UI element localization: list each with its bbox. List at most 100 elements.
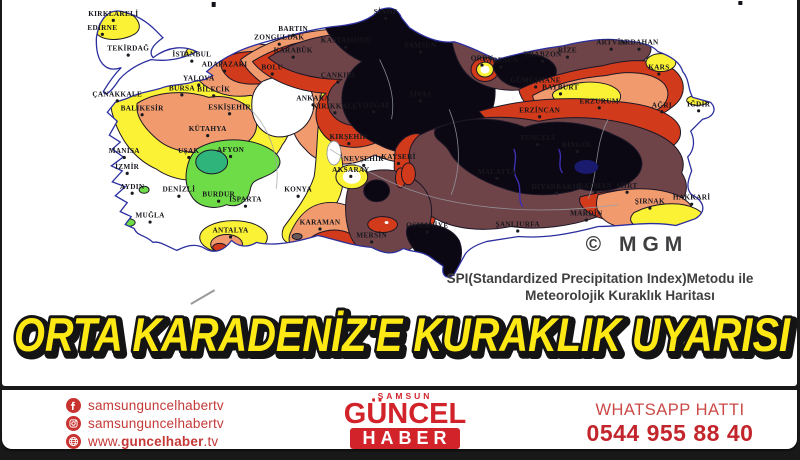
headline-text: ORTA KARADENİZ'E KURAKLIK UYARISI xyxy=(14,308,791,361)
map-subtitle-line2: Meteorolojik Kuraklık Haritası xyxy=(525,288,715,303)
city-dot xyxy=(418,99,422,103)
region-black-hatay xyxy=(405,223,462,278)
region-red-mersin-blob xyxy=(367,216,399,233)
whatsapp-number: 0544 955 88 40 xyxy=(586,420,754,446)
city-label: AYDIN xyxy=(120,183,145,191)
logo-haber-badge: HABER xyxy=(350,428,460,449)
city-dot xyxy=(217,199,221,203)
city-dot xyxy=(575,149,579,154)
instagram-icon xyxy=(66,416,81,431)
city-dot xyxy=(625,190,629,194)
guncel-haber-logo: SAMSUN GÜNCEL HABER xyxy=(338,391,472,449)
map-card: KIRKLARELİ EDİRNE TEKİRDAĞ İSTANBUL ÇANAKKAL… xyxy=(2,0,797,386)
region-black-east xyxy=(433,118,643,196)
city-label: AFYON xyxy=(217,146,245,154)
city-dot xyxy=(212,94,216,98)
region-yellow-kars xyxy=(645,53,677,73)
city-label: ISPARTA xyxy=(229,196,262,204)
turkey-drought-map: KIRKLARELİ EDİRNE TEKİRDAĞ İSTANBUL ÇANAKKAL… xyxy=(87,0,743,305)
instagram-row: samsunguncelhabertv xyxy=(66,415,224,432)
city-label: YOZGAT xyxy=(357,101,390,109)
city-dot xyxy=(554,191,559,195)
city-dot xyxy=(277,42,281,46)
city-dot xyxy=(657,72,661,76)
website-prefix: www. xyxy=(88,434,122,449)
city-labels: KIRKLARELİ EDİRNE TEKİRDAĞ İSTANBUL ÇANAKKAL… xyxy=(87,6,710,244)
city-label: KAYSERİ xyxy=(381,151,415,161)
city-dot xyxy=(270,72,274,76)
city-label: ESKİŞEHİR xyxy=(208,101,251,111)
headline-shadow: ORTA KARADENİZ'E KURAKLIK UYARISI xyxy=(17,311,794,364)
city-label: İZMİR xyxy=(115,161,140,171)
city-dot xyxy=(125,171,129,175)
city-label: GÜMÜŞHANE xyxy=(510,75,561,84)
city-dot xyxy=(291,55,295,59)
city-dot xyxy=(311,103,315,107)
region-green-dark-core xyxy=(195,149,229,175)
city-label: MALATYA xyxy=(478,168,517,176)
city-dot xyxy=(534,85,538,89)
city-label: KÜTAHYA xyxy=(189,124,227,133)
city-dot xyxy=(690,202,694,206)
city-label: MARDİN xyxy=(570,208,603,218)
city-label: KASTAMONU xyxy=(321,37,372,45)
city-dot xyxy=(333,111,337,115)
city-dot xyxy=(396,161,401,166)
city-label: MUĞLA xyxy=(135,210,165,220)
city-dot xyxy=(536,142,540,147)
city-dot xyxy=(660,110,664,114)
city-dot xyxy=(296,194,300,198)
city-dot xyxy=(223,69,227,73)
city-dot xyxy=(111,18,115,22)
city-dot xyxy=(593,190,597,194)
city-dot xyxy=(115,99,119,103)
city-dot xyxy=(344,45,348,49)
facebook-icon xyxy=(66,398,81,413)
city-label: MANİSA xyxy=(109,145,141,155)
city-label: SİİRT xyxy=(617,180,638,190)
city-dot xyxy=(177,194,181,198)
city-label: AĞRI xyxy=(652,99,672,109)
map-subtitle-line1: SPI(Standardized Precipitation Index)Met… xyxy=(446,271,754,286)
city-label: BİLECİK xyxy=(197,83,230,93)
city-label: DENİZLİ xyxy=(163,184,196,194)
city-label: BALIKESİR xyxy=(121,102,164,112)
city-label: ERZURUM xyxy=(579,97,619,105)
city-label: BARTIN xyxy=(278,25,308,33)
website-row: www.guncelhaber.tv xyxy=(66,433,224,450)
region-yellow-coast-spot xyxy=(319,256,341,272)
city-label: BATMAN xyxy=(579,182,613,190)
region-white-coast-spot xyxy=(325,263,334,270)
city-label: TRABZON xyxy=(524,51,562,59)
city-label: ÇANKIRI xyxy=(321,71,355,79)
globe-icon xyxy=(66,434,81,449)
city-dot xyxy=(480,63,484,67)
city-dot xyxy=(538,115,542,119)
region-white-ordu-eye xyxy=(480,65,490,74)
city-dot xyxy=(190,59,194,63)
city-label: EDİRNE xyxy=(87,22,117,32)
city-label: BAYBURT xyxy=(542,83,579,91)
region-black-mersin-spot xyxy=(363,179,391,203)
city-label: İSTANBUL xyxy=(172,49,211,59)
city-label: ZONGULDAK xyxy=(254,34,304,42)
city-dot xyxy=(565,55,570,59)
city-label: YALOVA xyxy=(183,74,215,82)
region-green-aydin-dot xyxy=(138,185,150,194)
city-label: KIRKLARELİ xyxy=(88,8,138,18)
city-dot xyxy=(318,227,322,231)
city-dot xyxy=(140,113,144,117)
city-label: AKSARAY xyxy=(332,166,370,174)
city-dot xyxy=(126,53,130,57)
coastline-anatolia xyxy=(106,7,715,278)
city-label: TUNCELİ xyxy=(520,132,555,142)
whatsapp-block: WHATSAPP HATTI 0544 955 88 40 xyxy=(560,401,780,447)
city-dot xyxy=(609,47,613,51)
city-label: KARAMAN xyxy=(300,219,341,227)
province-line xyxy=(250,109,278,189)
city-dot xyxy=(362,163,366,168)
city-label: GİRESUN xyxy=(483,55,519,65)
city-dot xyxy=(228,154,233,159)
city-dot xyxy=(187,155,191,160)
